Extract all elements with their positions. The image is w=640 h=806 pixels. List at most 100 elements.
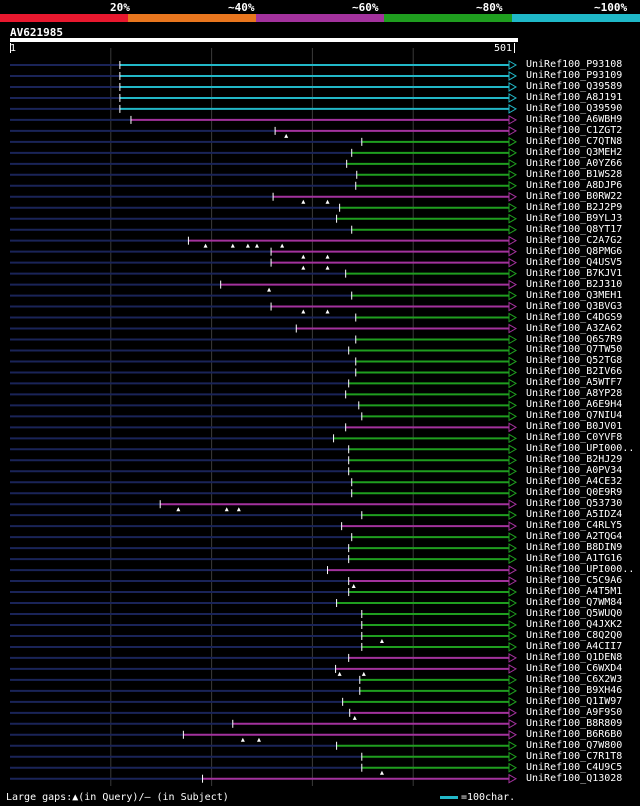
identity-color-legend: 20% ~40% ~60% ~80% ~100% xyxy=(0,0,640,22)
hit-label[interactable]: UniRef100_Q7WM84 xyxy=(526,597,623,609)
hit-label[interactable]: UniRef100_Q6S7R9 xyxy=(526,333,623,345)
hit-label[interactable]: UniRef100_B1WS28 xyxy=(526,168,623,180)
query-gap-marker xyxy=(176,507,181,512)
hit-label[interactable]: UniRef100_A3ZA62 xyxy=(526,322,623,334)
hit-label[interactable]: UniRef100_Q39589 xyxy=(526,80,623,92)
hit-label[interactable]: UniRef100_P93109 xyxy=(526,69,623,81)
hit-end-arrow xyxy=(508,93,518,103)
hit-label[interactable]: UniRef100_Q3MEH2 xyxy=(526,146,623,158)
hit-label[interactable]: UniRef100_Q13028 xyxy=(526,772,623,784)
hit-end-arrow xyxy=(508,433,518,444)
hit-end-arrow xyxy=(508,631,518,641)
query-gap-marker xyxy=(256,737,261,742)
legend-swatch-4 xyxy=(512,14,640,22)
legend-swatch-1 xyxy=(128,14,256,22)
hit-label[interactable]: UniRef100_Q5WUQ0 xyxy=(526,608,623,619)
hit-label[interactable]: UniRef100_B8DIN9 xyxy=(526,542,623,554)
hit-end-arrow xyxy=(508,510,518,521)
hit-label[interactable]: UniRef100_C7QTN8 xyxy=(526,135,623,147)
hit-label[interactable]: UniRef100_C2A7G2 xyxy=(526,234,623,246)
hit-label[interactable]: UniRef100_B7KJV1 xyxy=(526,267,623,279)
hit-label[interactable]: UniRef100_Q0E9R9 xyxy=(526,487,623,499)
hit-label[interactable]: UniRef100_A8J191 xyxy=(526,91,623,103)
hit-label[interactable]: UniRef100_C6WXD4 xyxy=(526,662,623,674)
hit-end-arrow xyxy=(508,191,518,202)
hit-label[interactable]: UniRef100_B2J310 xyxy=(526,278,623,290)
hit-label[interactable]: UniRef100_A4CE32 xyxy=(526,476,623,488)
hit-label[interactable]: UniRef100_Q1IW97 xyxy=(526,695,623,707)
hit-label[interactable]: UniRef100_P93108 xyxy=(526,59,623,70)
hit-label[interactable]: UniRef100_B2IV66 xyxy=(526,366,623,378)
hit-end-arrow xyxy=(508,466,518,477)
hit-label[interactable]: UniRef100_Q7NIU4 xyxy=(526,410,623,422)
hit-label[interactable]: UniRef100_Q7W800 xyxy=(526,739,623,751)
hit-label[interactable]: UniRef100_Q39590 xyxy=(526,102,623,114)
hit-label[interactable]: UniRef100_Q4JXK2 xyxy=(526,618,623,630)
query-gap-marker xyxy=(351,584,356,589)
hit-label[interactable]: UniRef100_A5IDZ4 xyxy=(526,509,623,521)
legend-label-1: ~40% xyxy=(228,1,255,14)
hit-end-arrow xyxy=(508,180,518,191)
hit-end-arrow xyxy=(508,169,518,180)
hit-label[interactable]: UniRef100_B6R6B0 xyxy=(526,728,623,740)
query-gap-marker xyxy=(325,254,330,259)
hit-end-arrow xyxy=(508,224,518,235)
hit-label[interactable]: UniRef100_B2J2P9 xyxy=(526,201,623,213)
hit-end-arrow xyxy=(508,565,518,575)
hit-label[interactable]: UniRef100_Q3MEH1 xyxy=(526,289,623,301)
hit-end-arrow xyxy=(508,762,518,773)
query-gap-marker xyxy=(379,638,384,643)
hit-label[interactable]: UniRef100_C4U9C5 xyxy=(526,761,623,773)
hit-label[interactable]: UniRef100_UPI000.. xyxy=(526,443,635,455)
hit-end-arrow xyxy=(508,367,518,378)
hit-label[interactable]: UniRef100_A2TQG4 xyxy=(526,531,623,543)
hit-label[interactable]: UniRef100_Q4USV5 xyxy=(526,256,623,268)
hit-label[interactable]: UniRef100_A0PV34 xyxy=(526,465,623,477)
hit-label[interactable]: UniRef100_A6WBH9 xyxy=(526,113,623,125)
hit-label[interactable]: UniRef100_C1ZGT2 xyxy=(526,124,623,136)
hit-label[interactable]: UniRef100_B0JV01 xyxy=(526,421,623,433)
hit-label[interactable]: UniRef100_C4RLY5 xyxy=(526,520,623,532)
hit-end-arrow xyxy=(508,158,518,169)
hit-label[interactable]: UniRef100_A8YP28 xyxy=(526,388,623,400)
query-ruler xyxy=(10,38,518,42)
query-gap-marker xyxy=(203,243,208,248)
hit-label[interactable]: UniRef100_A1TG16 xyxy=(526,553,623,565)
hit-label[interactable]: UniRef100_Q53730 xyxy=(526,498,623,510)
hit-label[interactable]: UniRef100_UPI000.. xyxy=(526,564,635,576)
hit-label[interactable]: UniRef100_C4DGS9 xyxy=(526,311,623,323)
hit-label[interactable]: UniRef100_Q8PMG6 xyxy=(526,245,623,257)
hit-label[interactable]: UniRef100_C6X2W3 xyxy=(526,673,623,685)
hit-label[interactable]: UniRef100_C7R1T8 xyxy=(526,750,623,762)
hit-end-arrow xyxy=(508,334,518,345)
hit-label[interactable]: UniRef100_B8R809 xyxy=(526,717,623,729)
hit-label[interactable]: UniRef100_Q52TG8 xyxy=(526,355,623,367)
hit-end-arrow xyxy=(508,104,518,114)
hit-label[interactable]: UniRef100_A4CII7 xyxy=(526,640,623,652)
query-gap-marker xyxy=(267,287,272,292)
hit-label[interactable]: UniRef100_B9XH46 xyxy=(526,684,623,696)
hit-label[interactable]: UniRef100_Q8YT17 xyxy=(526,223,623,235)
hit-label[interactable]: UniRef100_A4T5M1 xyxy=(526,586,623,598)
query-name: AV621985 xyxy=(10,26,63,39)
hit-end-arrow xyxy=(508,257,518,268)
hit-label[interactable]: UniRef100_A0YZ66 xyxy=(526,157,623,169)
hit-label[interactable]: UniRef100_Q1DEN8 xyxy=(526,651,623,663)
hit-label[interactable]: UniRef100_A5WTF7 xyxy=(526,377,623,389)
hit-end-arrow xyxy=(508,71,518,81)
hit-label[interactable]: UniRef100_C0YVF8 xyxy=(526,432,623,444)
hit-end-arrow xyxy=(508,235,518,246)
hit-label[interactable]: UniRef100_B9YLJ3 xyxy=(526,212,623,224)
hit-label[interactable]: UniRef100_C8Q2Q0 xyxy=(526,629,623,641)
hit-end-arrow xyxy=(508,707,518,718)
hit-label[interactable]: UniRef100_B0RW22 xyxy=(526,190,623,202)
hit-label[interactable]: UniRef100_C5C9A6 xyxy=(526,575,623,587)
hit-label[interactable]: UniRef100_Q7TW50 xyxy=(526,344,623,356)
hit-label[interactable]: UniRef100_B2HJ29 xyxy=(526,454,623,466)
hit-label[interactable]: UniRef100_A8DJP6 xyxy=(526,179,623,191)
hit-label[interactable]: UniRef100_A9F9S0 xyxy=(526,706,623,718)
hit-label[interactable]: UniRef100_A6E9H4 xyxy=(526,399,623,411)
hit-label[interactable]: UniRef100_Q3BVG3 xyxy=(526,300,623,312)
hit-end-arrow xyxy=(508,751,518,762)
query-gap-marker xyxy=(325,309,330,314)
